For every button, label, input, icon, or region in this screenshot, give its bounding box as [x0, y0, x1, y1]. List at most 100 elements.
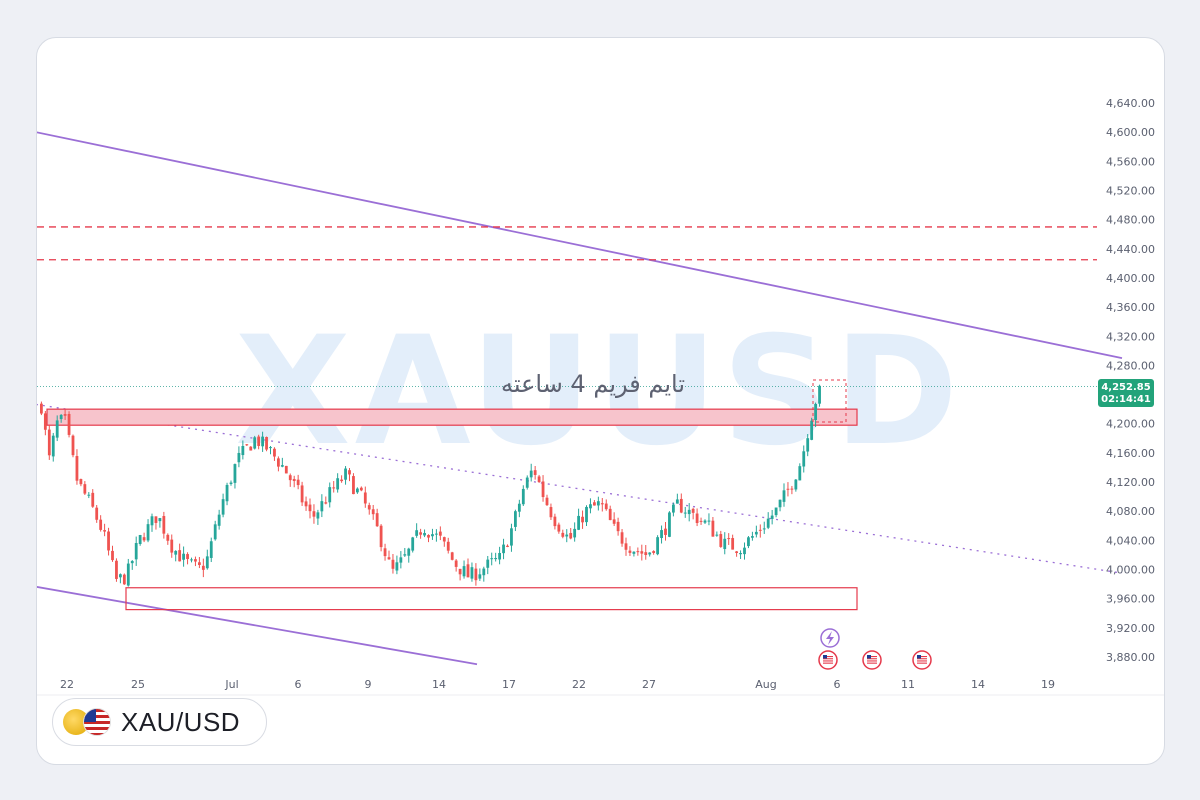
candle[interactable] [482, 566, 486, 582]
candle[interactable] [304, 496, 308, 511]
lightning-event-icon[interactable] [820, 628, 840, 648]
candle[interactable] [770, 509, 774, 525]
candle[interactable] [344, 466, 347, 485]
candle[interactable] [328, 482, 332, 508]
candle[interactable] [253, 435, 257, 450]
candle[interactable] [296, 474, 300, 490]
candle[interactable] [660, 525, 663, 544]
candle[interactable] [478, 568, 482, 581]
candle[interactable] [632, 551, 636, 557]
candle[interactable] [71, 434, 75, 458]
candle[interactable] [150, 513, 154, 532]
candle[interactable] [40, 401, 43, 416]
candle[interactable] [363, 486, 367, 508]
candle[interactable] [371, 504, 375, 520]
candle[interactable] [743, 542, 746, 560]
candle[interactable] [664, 522, 667, 541]
candle[interactable] [182, 546, 185, 567]
candle[interactable] [802, 445, 806, 473]
candle[interactable] [668, 511, 671, 538]
candle[interactable] [138, 534, 142, 546]
candle[interactable] [818, 384, 821, 407]
candle[interactable] [166, 533, 170, 545]
dotted-trendline[interactable] [37, 403, 1123, 574]
candle[interactable] [794, 479, 798, 492]
candle[interactable] [273, 447, 276, 461]
candle[interactable] [656, 535, 659, 556]
candle[interactable] [703, 519, 707, 525]
candle[interactable] [739, 550, 742, 559]
candle[interactable] [806, 434, 810, 457]
candle[interactable] [59, 414, 63, 423]
candle[interactable] [225, 482, 229, 506]
candle[interactable] [521, 485, 525, 507]
candle[interactable] [99, 515, 103, 532]
candle[interactable] [288, 473, 292, 487]
candle[interactable] [245, 443, 249, 446]
candle[interactable] [67, 411, 71, 438]
candle[interactable] [352, 473, 355, 495]
candle[interactable] [217, 509, 221, 530]
candle[interactable] [644, 545, 648, 560]
candle[interactable] [75, 449, 79, 485]
candle[interactable] [723, 532, 727, 555]
candle[interactable] [391, 553, 395, 574]
candle[interactable] [359, 486, 363, 492]
candle[interactable] [494, 552, 498, 562]
candle[interactable] [687, 503, 691, 522]
candle[interactable] [419, 528, 422, 539]
support-zone[interactable] [125, 587, 858, 611]
candle[interactable] [411, 536, 415, 553]
candle[interactable] [652, 550, 656, 555]
candle[interactable] [462, 560, 466, 579]
candle[interactable] [533, 465, 537, 480]
candle[interactable] [229, 480, 233, 486]
resistance-zone[interactable] [46, 408, 858, 426]
candle[interactable] [577, 508, 580, 531]
candle[interactable] [525, 475, 529, 490]
candle[interactable] [624, 537, 628, 556]
candle[interactable] [375, 508, 379, 527]
candle[interactable] [604, 499, 608, 511]
candle[interactable] [237, 446, 241, 468]
candle[interactable] [766, 512, 770, 530]
candle[interactable] [130, 560, 134, 570]
candle[interactable] [205, 549, 209, 570]
us-flag-icon[interactable] [862, 650, 882, 670]
candle[interactable] [774, 507, 778, 518]
candle[interactable] [280, 457, 284, 468]
candle[interactable] [336, 473, 340, 493]
candle[interactable] [178, 543, 182, 562]
candle[interactable] [47, 424, 51, 460]
candle[interactable] [431, 528, 434, 540]
candle[interactable] [545, 494, 549, 507]
candle[interactable] [589, 498, 592, 514]
candle[interactable] [490, 552, 494, 566]
candle[interactable] [454, 559, 458, 572]
candle[interactable] [87, 492, 91, 499]
candle[interactable] [83, 481, 87, 496]
candle[interactable] [340, 475, 343, 483]
candle[interactable] [221, 493, 225, 518]
candle[interactable] [790, 485, 794, 495]
candle[interactable] [612, 512, 616, 527]
candle[interactable] [541, 475, 545, 502]
candle[interactable] [383, 543, 387, 561]
candle[interactable] [284, 465, 288, 474]
candle[interactable] [257, 434, 261, 450]
candle[interactable] [628, 546, 632, 556]
candle[interactable] [557, 522, 561, 534]
candle[interactable] [142, 532, 146, 543]
candle[interactable] [261, 431, 264, 452]
candle[interactable] [265, 436, 268, 452]
channel-line[interactable] [37, 586, 478, 666]
price-chart[interactable]: XAUUSD 4,640.00 4,600.00 4,560.00 4,520.00 4… [37, 38, 1164, 764]
candle[interactable] [233, 463, 237, 489]
candle[interactable] [754, 525, 758, 538]
candle[interactable] [569, 527, 573, 540]
candle[interactable] [348, 467, 351, 482]
candle[interactable] [782, 483, 786, 507]
candle[interactable] [249, 446, 253, 451]
candle[interactable] [593, 500, 596, 506]
candle[interactable] [399, 551, 403, 569]
